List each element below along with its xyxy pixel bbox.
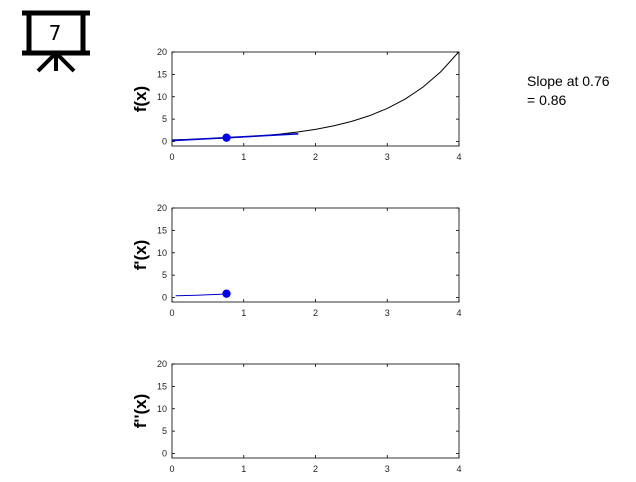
x-tick-label: 1 [241,464,246,474]
x-tick-label: 2 [313,464,318,474]
plot-area [171,51,460,147]
slide-number: 7 [49,21,62,45]
derivative-trace [175,293,227,297]
chart-panel-3: 0 5 10 15 20 0 1 2 3 4 f''(x) [131,359,462,474]
y-tick-label: 15 [157,69,167,79]
y-tick-label: 15 [157,381,167,391]
y-tick-label: 0 [162,293,167,303]
y-tick-label: 0 [162,449,167,459]
y-tick-label: 5 [162,270,167,280]
x-tick-label: 1 [241,152,246,162]
current-point-marker [222,133,231,142]
y-tick-label: 15 [157,225,167,235]
x-tick-label: 4 [456,464,461,474]
plot-area [171,363,460,459]
x-tick-label: 4 [456,308,461,318]
y-tick-label: 10 [157,404,167,414]
current-point-marker [222,289,231,298]
y-axis-label: f'(x) [131,240,150,270]
y-axis-label: f(x) [131,86,150,112]
x-tick-label: 0 [169,152,174,162]
x-tick-label: 2 [313,308,318,318]
plot-area [171,207,460,303]
slope-annotation-line2: = 0.86 [527,92,567,108]
x-tick-label: 3 [385,464,390,474]
x-tick-label: 3 [385,152,390,162]
x-tick-label: 3 [385,308,390,318]
y-tick-label: 5 [162,114,167,124]
y-tick-label: 0 [162,137,167,147]
chart-panel-1: 0 5 10 15 20 0 1 2 3 4 f(x) [131,47,462,162]
tangent-line [172,133,299,142]
y-tick-label: 20 [157,47,167,57]
presentation-board-icon[interactable]: 7 [22,10,90,73]
chart-panel-2: 0 5 10 15 20 0 1 2 3 4 f'(x) [131,203,462,318]
slope-annotation-line1: Slope at 0.76 [527,73,610,89]
y-tick-label: 20 [157,203,167,213]
y-tick-label: 20 [157,359,167,369]
x-tick-label: 4 [456,152,461,162]
x-tick-label: 1 [241,308,246,318]
x-tick-label: 2 [313,152,318,162]
y-axis-label: f''(x) [131,394,150,429]
x-tick-label: 0 [169,464,174,474]
y-tick-label: 10 [157,92,167,102]
y-tick-label: 5 [162,426,167,436]
y-tick-label: 10 [157,248,167,258]
x-tick-label: 0 [169,308,174,318]
